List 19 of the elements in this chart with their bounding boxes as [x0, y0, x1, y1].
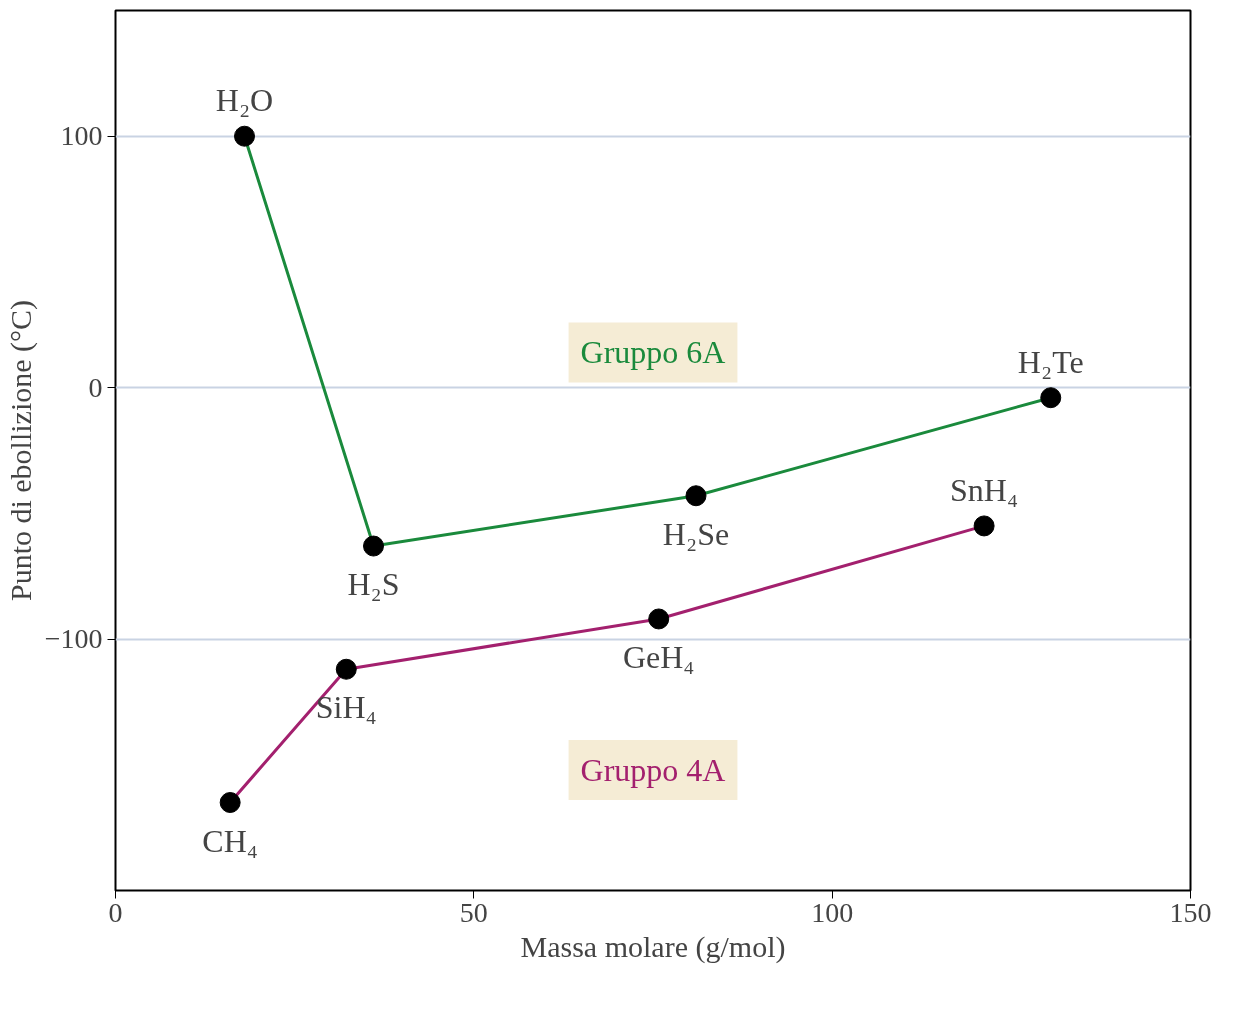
x-tick-label: 50 [459, 896, 488, 928]
annotation: H₂O [215, 82, 274, 119]
y-tick-label: 0 [88, 371, 103, 403]
x-tick-label: 100 [811, 896, 854, 928]
y-tick-label: −100 [44, 623, 103, 655]
text: Gruppo 6A [580, 334, 726, 371]
x-tick-label: 150 [1169, 896, 1212, 928]
annotation: CH₄ [202, 822, 258, 859]
annotation: H₂Se [662, 515, 730, 552]
text: Gruppo 4A [580, 751, 726, 788]
y-axis-title: Punto di ebollizione (°C) [3, 299, 38, 602]
annotation: SiH₄ [315, 689, 377, 726]
y-tick-label: 100 [60, 120, 103, 152]
annotation: SnH₄ [950, 471, 1019, 508]
annotation: H₂S [347, 566, 400, 603]
x-tick-label: 0 [108, 896, 123, 928]
annotation: GeH₄ [622, 638, 695, 675]
annotation: H₂Te [1017, 343, 1084, 380]
x-axis-title: Massa molare (g/mol) [520, 929, 786, 964]
